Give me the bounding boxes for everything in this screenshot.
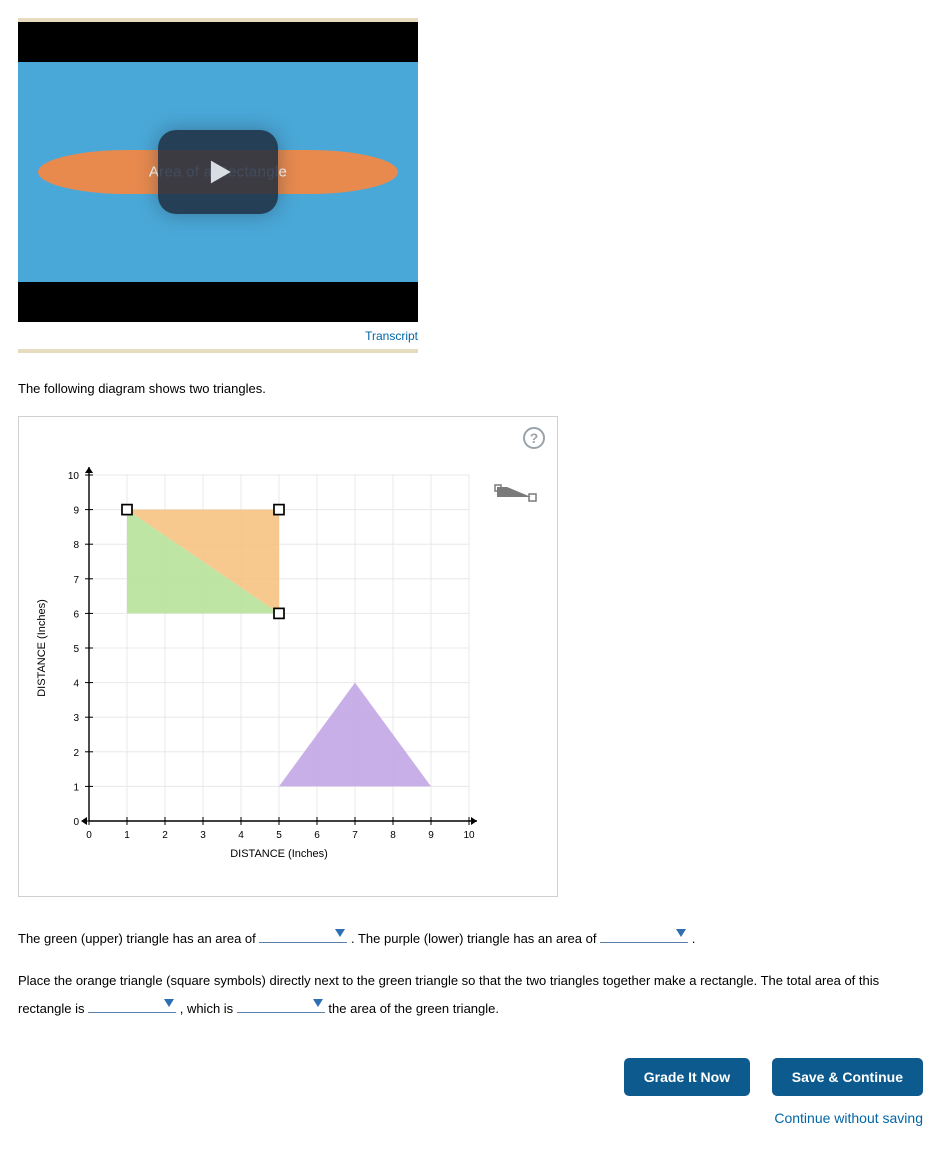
svg-text:0: 0 [73,817,79,828]
svg-text:DISTANCE (Inches): DISTANCE (Inches) [230,848,328,860]
svg-text:6: 6 [314,830,320,841]
intro-text: The following diagram shows two triangle… [18,381,923,396]
text: . [692,931,696,946]
svg-text:2: 2 [73,748,79,759]
text: the area of the green triangle. [328,1001,499,1016]
svg-text:0: 0 [86,830,92,841]
transcript-link[interactable]: Transcript [365,329,418,343]
svg-text:6: 6 [73,609,79,620]
help-icon[interactable]: ? [523,427,545,449]
svg-text:3: 3 [73,713,79,724]
dropdown-green-area[interactable] [259,925,347,943]
svg-text:5: 5 [276,830,282,841]
question-line-1: The green (upper) triangle has an area o… [18,925,923,954]
svg-text:5: 5 [73,644,79,655]
dropdown-ratio[interactable] [237,995,325,1013]
text: , which is [180,1001,237,1016]
dropdown-purple-area[interactable] [600,925,688,943]
svg-text:10: 10 [68,471,80,482]
grade-button[interactable]: Grade It Now [624,1058,750,1096]
svg-text:9: 9 [428,830,434,841]
svg-text:8: 8 [390,830,396,841]
svg-text:9: 9 [73,506,79,517]
play-button[interactable] [158,130,278,214]
svg-text:7: 7 [73,575,79,586]
continue-without-saving-link[interactable]: Continue without saving [18,1110,923,1126]
video-block: Area of a Rectangle Transcript [18,18,418,353]
svg-text:2: 2 [162,830,168,841]
svg-text:7: 7 [352,830,358,841]
text: The green (upper) triangle has an area o… [18,931,259,946]
video-player[interactable]: Area of a Rectangle [18,22,418,322]
svg-text:8: 8 [73,540,79,551]
svg-text:10: 10 [463,830,475,841]
divider-bottom [18,349,418,353]
question-line-2: Place the orange triangle (square symbol… [18,967,923,1024]
svg-text:3: 3 [200,830,206,841]
coordinate-chart[interactable]: 0 1 2 3 4 5 6 7 8 9 10 0 1 2 3 4 5 6 7 8 9 10 DISTANCE (Inches… [27,425,549,885]
text: . The purple (lower) triangle has an are… [351,931,600,946]
svg-text:DISTANCE (Inches): DISTANCE (Inches) [36,599,48,697]
action-row: Grade It Now Save & Continue [18,1058,923,1096]
svg-text:4: 4 [238,830,244,841]
svg-text:1: 1 [124,830,130,841]
svg-text:4: 4 [73,679,79,690]
dropdown-rectangle-area[interactable] [88,995,176,1013]
save-button[interactable]: Save & Continue [772,1058,923,1096]
graph-panel: ? 0 1 2 3 4 5 6 7 8 9 10 0 1 2 3 4 5 6 7 8 9 10 DISTANCE (Inch… [18,416,558,897]
svg-text:1: 1 [73,782,79,793]
play-icon [201,155,235,189]
